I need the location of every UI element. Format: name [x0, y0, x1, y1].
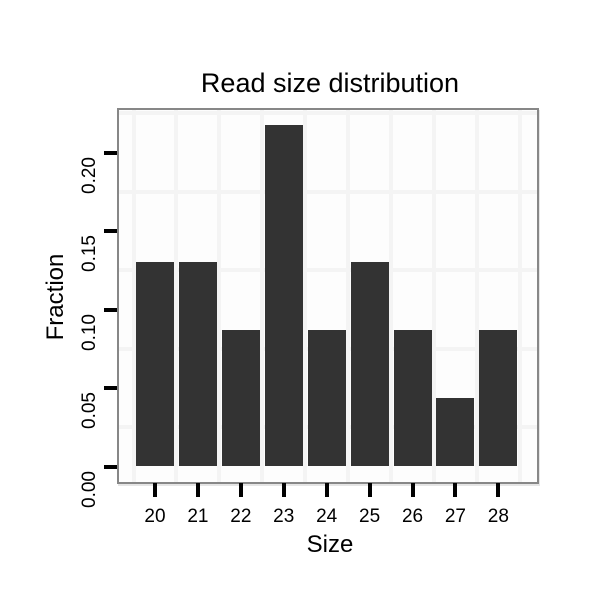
x-tick-mark: [496, 483, 501, 497]
y-tick-mark: [104, 307, 117, 312]
v-gridline: [260, 110, 265, 482]
x-tick-mark: [410, 483, 415, 497]
y-axis-label: Fraction: [42, 253, 69, 341]
bar: [221, 329, 260, 467]
v-gridline: [131, 110, 136, 482]
y-tick-label: 0.10: [79, 313, 100, 351]
x-tick-label: 25: [359, 506, 381, 527]
x-tick-label: 27: [444, 506, 467, 527]
x-tick-label: 23: [273, 506, 295, 527]
v-gridline: [389, 110, 394, 482]
v-gridline: [474, 110, 479, 482]
x-tick-mark: [367, 483, 372, 497]
x-tick-label: 24: [316, 506, 338, 527]
y-tick-mark: [104, 229, 117, 233]
v-gridline: [431, 110, 436, 482]
bar: [393, 329, 432, 467]
h-gridline: [119, 111, 537, 116]
y-tick-label: 0.15: [79, 235, 100, 272]
x-tick-mark: [281, 483, 286, 497]
v-gridline: [303, 110, 308, 482]
x-tick-label: 21: [187, 506, 209, 527]
x-axis-label: Size: [306, 531, 354, 558]
y-tick-mark: [104, 464, 117, 469]
x-tick-mark: [153, 483, 157, 497]
v-gridline: [346, 110, 351, 482]
bar: [479, 329, 518, 467]
y-tick-label: 0.20: [79, 156, 100, 194]
h-gridline: [119, 189, 537, 194]
bar: [350, 261, 389, 467]
x-tick-label: 28: [487, 506, 509, 527]
x-tick-label: 22: [230, 506, 252, 527]
bar: [436, 398, 475, 467]
x-tick-mark: [453, 483, 458, 497]
x-tick-mark: [238, 483, 243, 497]
v-gridline: [174, 110, 179, 482]
x-tick-label: 26: [401, 506, 424, 527]
x-tick-label: 20: [144, 506, 166, 527]
y-tick-label: 0.00: [79, 470, 100, 508]
v-gridline: [217, 110, 222, 482]
bar: [264, 125, 303, 467]
bar: [307, 329, 346, 467]
chart-title: Read size distribution: [200, 68, 460, 98]
x-tick-mark: [324, 483, 329, 497]
bar: [136, 261, 174, 467]
h-gridline: [119, 268, 537, 273]
plot-area: [119, 110, 537, 482]
v-gridline: [517, 110, 522, 482]
x-tick-mark: [195, 483, 200, 497]
y-tick-mark: [104, 150, 117, 155]
bar: [178, 261, 217, 467]
y-tick-label: 0.05: [79, 392, 100, 429]
y-tick-mark: [104, 386, 117, 390]
